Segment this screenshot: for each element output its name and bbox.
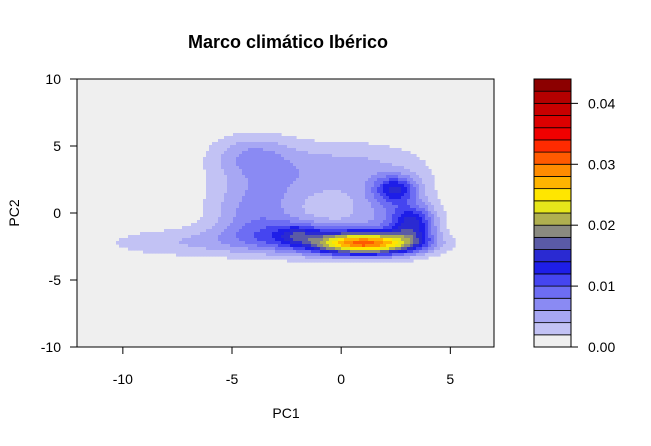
colorbar-swatch — [534, 79, 571, 91]
colorbar-swatch — [534, 176, 571, 188]
colorbar-swatch — [534, 116, 571, 128]
colorbar-swatch — [534, 152, 571, 164]
colorbar-swatch — [534, 140, 571, 152]
colorbar-swatch — [534, 274, 571, 286]
x-tick-label: 0 — [337, 371, 345, 387]
colorbar-swatch — [534, 262, 571, 274]
colorbar-swatch — [534, 201, 571, 213]
colorbar-swatch — [534, 310, 571, 322]
colorbar-swatch — [534, 323, 571, 335]
density-cell — [410, 259, 414, 263]
colorbar-swatch — [534, 335, 571, 347]
colorbar-tick-label: 0.02 — [588, 217, 615, 233]
colorbar-swatch — [534, 237, 571, 249]
colorbar-swatches — [534, 79, 571, 347]
colorbar-tick-label: 0.03 — [588, 156, 615, 172]
colorbar-swatch — [534, 103, 571, 115]
colorbar-tick-label: 0.00 — [588, 339, 615, 355]
x-tick-label: 5 — [446, 371, 454, 387]
y-tick-label: 0 — [53, 205, 61, 221]
colorbar-swatch — [534, 189, 571, 201]
plot-panel — [77, 79, 494, 347]
colorbar-swatch — [534, 298, 571, 310]
x-axis-title: PC1 — [272, 405, 299, 421]
colorbar-swatch — [534, 250, 571, 262]
y-ticks: -10 -5 0 5 10 — [41, 71, 77, 355]
colorbar-tick-label: 0.04 — [588, 95, 615, 111]
y-tick-label: 10 — [45, 71, 61, 87]
density-cell — [443, 250, 447, 254]
colorbar-swatch — [534, 128, 571, 140]
colorbar-swatch — [534, 91, 571, 103]
y-axis-title: PC2 — [6, 199, 22, 226]
colorbar-swatch — [534, 213, 571, 225]
colorbar-swatch — [534, 225, 571, 237]
density-cell — [449, 247, 453, 251]
colorbar: 0.00 0.01 0.02 0.03 0.04 — [534, 79, 615, 355]
y-tick-label: -10 — [41, 339, 61, 355]
density-cell — [425, 256, 429, 260]
y-axis: -10 -5 0 5 10 — [41, 71, 77, 355]
y-tick-label: 5 — [53, 138, 61, 154]
x-ticks: -10 -5 0 5 — [113, 347, 455, 387]
y-tick-label: -5 — [49, 272, 62, 288]
colorbar-ticks: 0.00 0.01 0.02 0.03 0.04 — [571, 95, 615, 355]
colorbar-tick-label: 0.01 — [588, 278, 615, 294]
colorbar-swatch — [534, 286, 571, 298]
chart-title: Marco climático Ibérico — [188, 32, 388, 52]
x-axis: -10 -5 0 5 — [113, 347, 455, 387]
colorbar-swatch — [534, 164, 571, 176]
x-tick-label: -5 — [226, 371, 239, 387]
x-tick-label: -10 — [113, 371, 133, 387]
density-cell — [437, 253, 441, 257]
